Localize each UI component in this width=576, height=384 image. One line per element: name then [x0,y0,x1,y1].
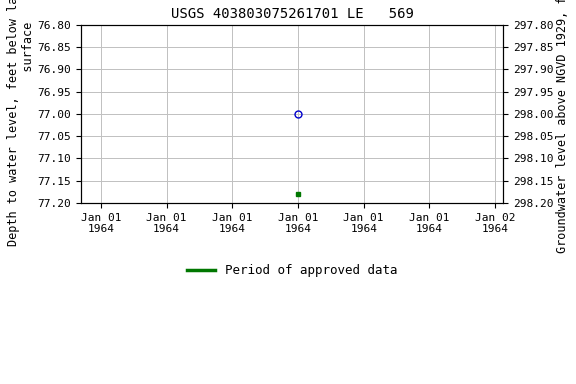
Y-axis label: Groundwater level above NGVD 1929, feet: Groundwater level above NGVD 1929, feet [556,0,569,253]
Legend: Period of approved data: Period of approved data [182,259,402,282]
Y-axis label: Depth to water level, feet below land
                   surface: Depth to water level, feet below land su… [7,0,35,246]
Title: USGS 403803075261701 LE   569: USGS 403803075261701 LE 569 [170,7,414,21]
